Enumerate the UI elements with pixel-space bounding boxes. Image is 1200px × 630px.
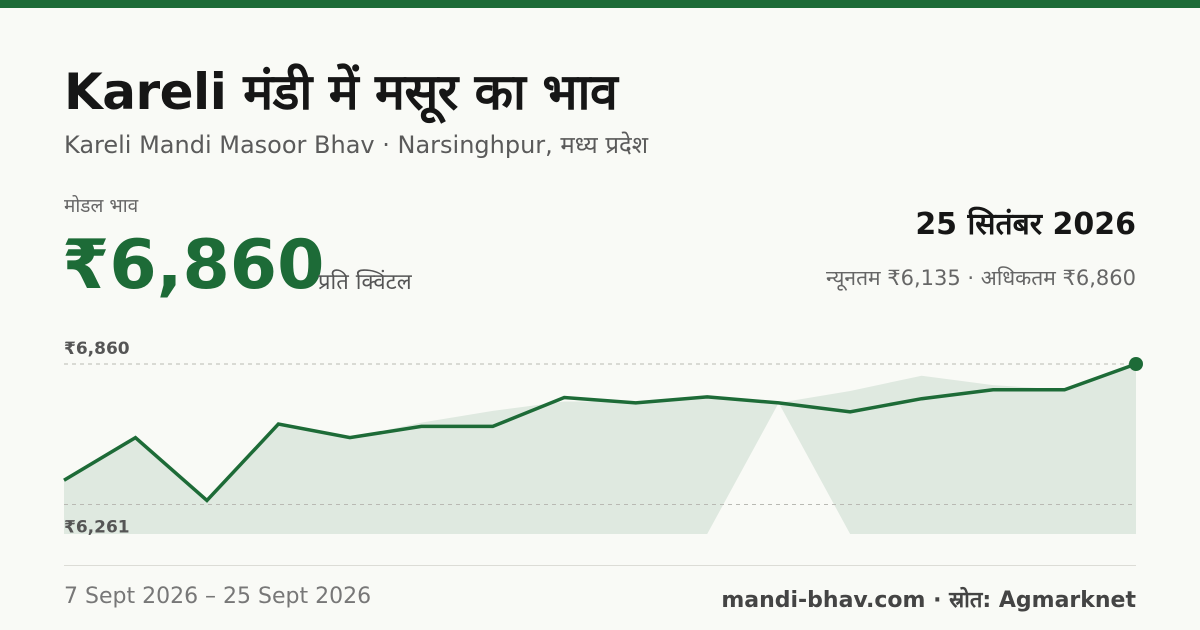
report-date: 25 सितंबर 2026 (915, 207, 1136, 242)
modal-price-value: ₹6,860 (62, 226, 325, 305)
footer-source: mandi-bhav.com · स्रोत: Agmarknet (721, 588, 1136, 613)
reference-label-2: ₹6,261 (64, 517, 130, 537)
top-accent-bar (0, 0, 1200, 8)
page-subtitle: Kareli Mandi Masoor Bhav · Narsinghpur, … (64, 131, 649, 159)
page-title: Kareli मंडी में मसूर का भाव (64, 63, 618, 121)
min-max-range: न्यूनतम ₹6,135 · अधिकतम ₹6,860 (826, 266, 1136, 290)
modal-price-line (63, 362, 1137, 503)
footer-divider (64, 565, 1136, 566)
latest-price-point (1129, 357, 1143, 371)
min-max-band (64, 364, 1136, 534)
price-trend-chart: ₹6,860 ₹6,261 (63, 339, 1143, 537)
footer-date-range: 7 Sept 2026 – 25 Sept 2026 (64, 584, 372, 609)
reference-label-1: ₹6,860 (64, 339, 130, 359)
modal-price-label: मोडल भाव (64, 195, 139, 217)
price-unit: प्रति क्विंटल (318, 270, 412, 295)
